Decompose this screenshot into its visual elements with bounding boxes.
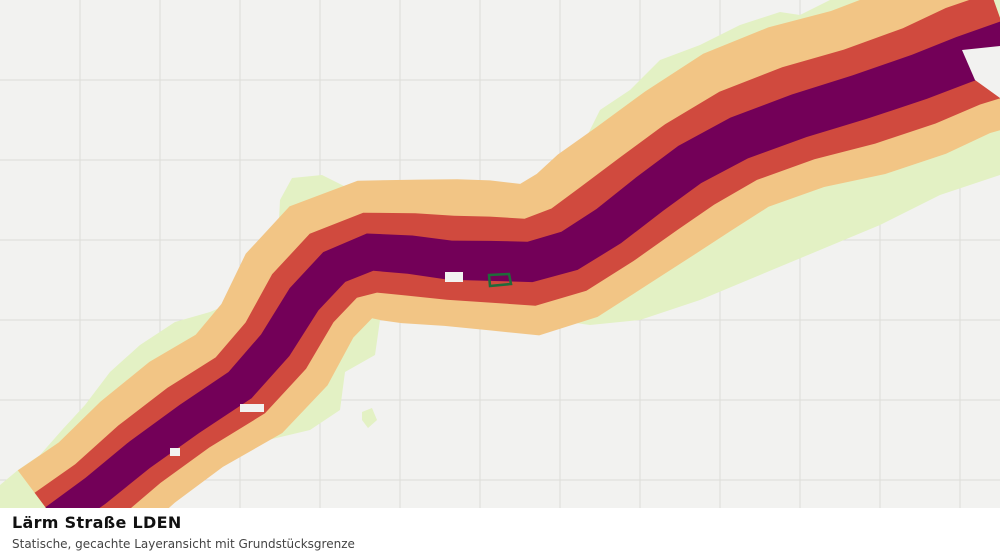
parcel-boundary[interactable] bbox=[487, 272, 513, 288]
map-title: Lärm Straße LDEN bbox=[12, 513, 182, 532]
map-caption: Lärm Straße LDEN Statische, gecachte Lay… bbox=[0, 508, 1000, 560]
map-gaps bbox=[170, 46, 1000, 456]
noise-zone-core bbox=[45, 21, 1000, 508]
map-subtitle: Statische, gecachte Layeransicht mit Gru… bbox=[12, 537, 355, 551]
noise-map[interactable] bbox=[0, 0, 1000, 508]
map-canvas[interactable] bbox=[0, 0, 1000, 508]
